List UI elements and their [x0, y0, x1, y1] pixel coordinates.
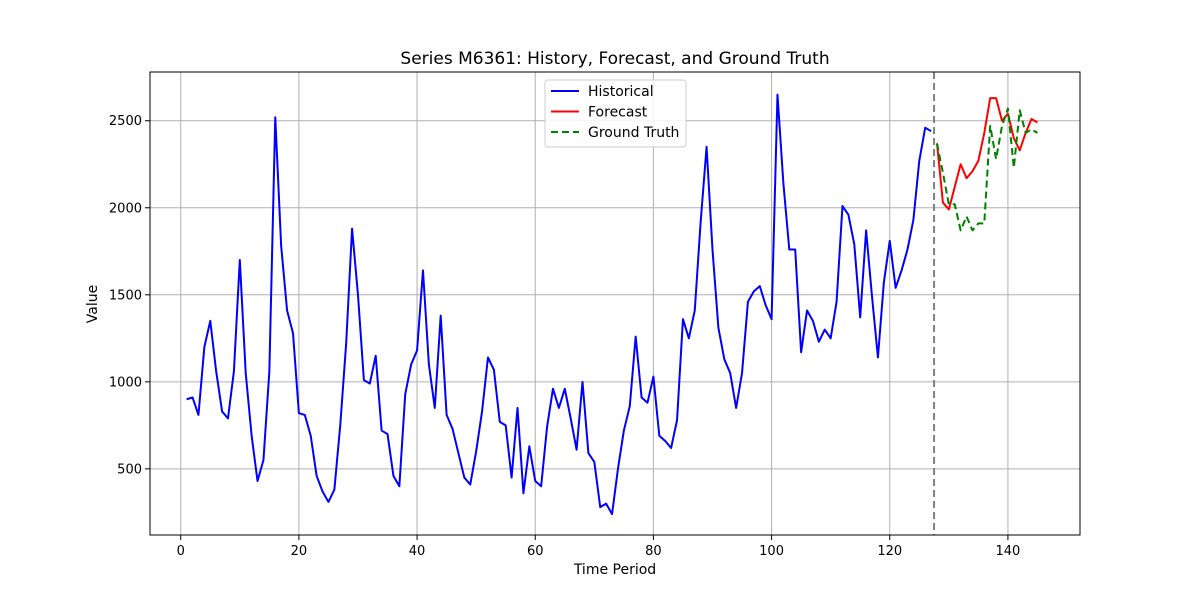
x-tick-label: 60 [527, 544, 544, 559]
x-tick-label: 80 [645, 544, 662, 559]
x-tick-label: 120 [877, 544, 902, 559]
y-axis-label: Value [85, 285, 101, 323]
legend: Historical Forecast Ground Truth [544, 79, 687, 148]
y-tick-label: 2000 [109, 201, 142, 216]
y-tick-label: 2500 [109, 114, 142, 129]
legend-label-forecast: Forecast [588, 105, 648, 121]
plot-frame [149, 71, 1081, 536]
historical-line [186, 93, 932, 516]
forecast-line [936, 97, 1038, 211]
y-tick-label: 1000 [109, 375, 142, 390]
x-axis-ticks: 0 20 40 60 80 100 120 140 [177, 535, 1021, 559]
x-tick-label: 0 [177, 544, 185, 559]
y-tick-label: 1500 [109, 288, 142, 303]
ground-truth-line [936, 107, 1038, 232]
series-lines [186, 93, 1038, 516]
x-tick-label: 100 [759, 544, 784, 559]
y-axis-ticks: 500 1000 1500 2000 2500 [109, 114, 150, 477]
x-axis-label: Time Period [573, 562, 656, 578]
legend-box [544, 79, 687, 148]
x-tick-label: 20 [291, 544, 308, 559]
x-tick-label: 140 [996, 544, 1021, 559]
legend-label-ground-truth: Ground Truth [588, 125, 679, 141]
chart-title: Series M6361: History, Forecast, and Gro… [400, 49, 829, 69]
x-tick-label: 40 [409, 544, 426, 559]
y-tick-label: 500 [117, 462, 142, 477]
legend-label-historical: Historical [588, 84, 654, 100]
